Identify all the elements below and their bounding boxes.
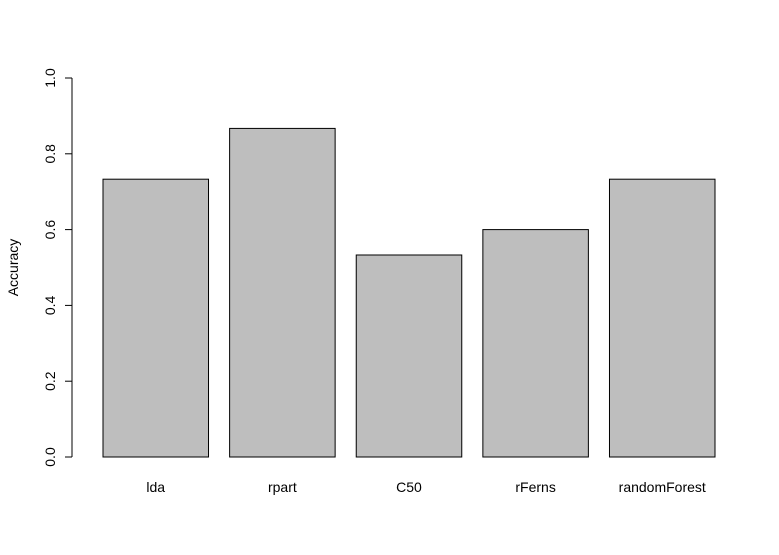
y-tick-label: 0.2 [42,371,58,391]
y-axis: 0.0 0.2 0.4 0.6 0.8 1.0 [42,68,73,467]
y-tick-label: 0.0 [42,447,58,467]
x-category-label: rpart [268,479,297,495]
y-axis-title: Accuracy [5,239,21,297]
bar-randomForest [608,178,716,458]
bar-lda [102,178,210,458]
x-category-label: lda [146,479,165,495]
x-category-label: C50 [396,479,422,495]
bars-group [102,127,716,458]
x-axis-labels: lda rpart C50 rFerns randomForest [146,479,706,495]
bar-C50 [355,254,463,458]
y-tick-label: 0.8 [42,144,58,164]
y-tick-label: 0.4 [42,295,58,315]
bar-rpart [229,127,336,458]
x-category-label: rFerns [515,479,555,495]
y-tick-label: 0.6 [42,220,58,240]
y-tick-label: 1.0 [42,68,58,88]
bar-rFerns [482,229,589,458]
x-category-label: randomForest [619,479,706,495]
